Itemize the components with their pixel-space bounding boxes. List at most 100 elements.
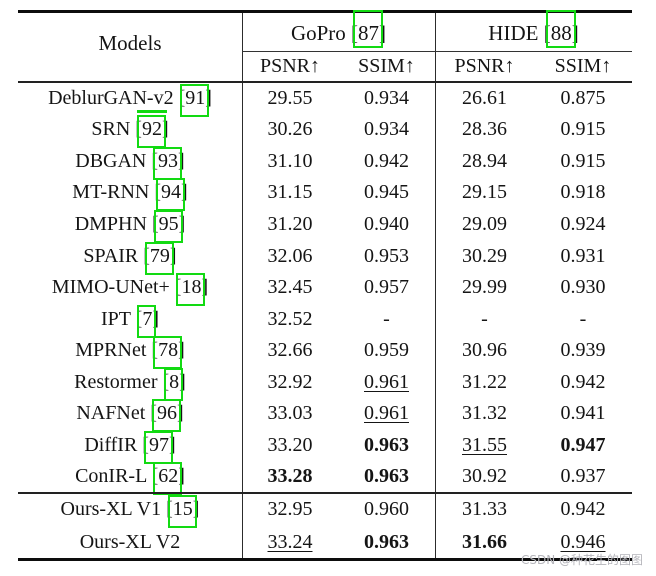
metric-value: 32.66 <box>267 339 313 362</box>
model-name: MPRNet [78] <box>18 336 242 370</box>
metric-value: 0.963 <box>364 465 409 488</box>
metric-value: 31.66 <box>462 530 507 553</box>
metric-value: 29.09 <box>462 212 507 235</box>
metric-value: 29.55 <box>267 86 313 109</box>
model-label: ConIR-L [ <box>75 465 159 488</box>
ours-rows-section: Ours-XL V1 [15] 32.95 0.960 31.33 0.942 Ours-… <box>18 494 632 559</box>
citation-ref[interactable]: 7 <box>137 304 157 338</box>
model-name: NAFNet [96] <box>18 399 242 433</box>
table-row: SPAIR [79] 32.06 0.953 30.29 0.931 <box>18 240 632 275</box>
metric-value: 0.937 <box>560 465 606 488</box>
comparison-rows-section: DeblurGAN-v2 [91] 29.55 0.934 26.61 0.875 SRN… <box>18 83 632 496</box>
citation-ref[interactable]: 93 <box>153 146 183 180</box>
metric-value: 0.961 <box>364 370 409 393</box>
hide-ssim-header: SSIM↑ <box>554 54 612 77</box>
metric-value: - <box>579 307 587 330</box>
metric-value: 0.941 <box>560 402 606 425</box>
bracket: ] <box>178 149 185 172</box>
metric-value: 33.24 <box>267 530 313 553</box>
citation-ref[interactable]: 97 <box>143 430 173 464</box>
metric-value: 32.52 <box>267 307 313 330</box>
results-table: Models GoPro [87] HIDE [88] PSNR↑ SSIM↑ … <box>18 10 632 564</box>
table-row: Ours-XL V1 [15] 32.95 0.960 31.33 0.942 <box>18 494 632 529</box>
metric-value: 31.55 <box>462 433 507 456</box>
model-name: Restormer [8] <box>18 367 242 401</box>
metric-value: 28.36 <box>462 118 507 141</box>
metric-value: 33.03 <box>267 402 313 425</box>
model-name: DMPHN [95] <box>18 209 242 243</box>
metric-value: 0.924 <box>560 212 606 235</box>
bracket: ] <box>179 370 186 393</box>
citation-ref[interactable]: 62 <box>153 462 183 496</box>
model-label: MIMO-UNet+ [ <box>51 276 182 299</box>
table-row: DMPHN [95] 31.20 0.940 29.09 0.924 <box>18 209 632 243</box>
header-body-rule <box>18 81 632 83</box>
table-row: DeblurGAN-v2 [91] 29.55 0.934 26.61 0.875 <box>18 83 632 117</box>
citation-ref[interactable]: 78 <box>153 336 183 370</box>
metric-value: 32.45 <box>267 276 313 299</box>
metric-value: 0.957 <box>364 276 409 299</box>
hide-group-header: HIDE [88] <box>435 10 632 48</box>
model-name: MT-RNN [94] <box>18 178 242 212</box>
metric-value: 0.939 <box>560 339 606 362</box>
bracket: ] <box>169 244 177 267</box>
metric-value: 0.961 <box>364 402 409 425</box>
bracket: ] <box>161 118 169 141</box>
watermark: CSDN @种花生的图图 <box>521 553 644 567</box>
metric-value: 26.61 <box>462 86 507 109</box>
metric-value: 0.915 <box>560 149 606 172</box>
group-header-underline <box>242 51 632 53</box>
model-name: Ours-XL V1 [15] <box>18 495 242 529</box>
model-label: SPAIR [ <box>83 244 150 267</box>
citation-ref[interactable]: 18 <box>176 273 206 307</box>
model-label: Ours-XL V1 [ <box>60 498 173 521</box>
metric-value: 0.947 <box>560 433 606 456</box>
table-row: MIMO-UNet+ [18] 32.45 0.957 29.99 0.930 <box>18 272 632 307</box>
table-row: SRN [92] 30.26 0.934 28.36 0.915 <box>18 114 632 149</box>
metric-value: 0.934 <box>364 118 409 141</box>
citation-ref[interactable]: 87 <box>353 10 384 48</box>
metric-value: 32.06 <box>267 244 313 267</box>
gopro-psnr-header: PSNR↑ <box>259 54 321 77</box>
metric-value: 28.94 <box>462 149 507 172</box>
model-label: MT-RNN [ <box>72 181 162 204</box>
citation-ref[interactable]: 88 <box>545 10 576 48</box>
metric-value: 0.942 <box>364 149 409 172</box>
citation-ref[interactable]: 79 <box>144 241 174 275</box>
citation-ref[interactable]: 91 <box>180 83 210 117</box>
table-row: MPRNet [78] 32.66 0.959 30.96 0.939 <box>18 335 632 370</box>
column-divider-datasets <box>434 13 436 558</box>
metric-value: 29.15 <box>462 181 507 204</box>
bracket: ] <box>571 21 579 45</box>
table-top-rule <box>18 10 632 13</box>
column-divider-models <box>241 13 243 558</box>
table-row: Ours-XL V2 33.24 0.963 31.66 0.946 <box>18 526 632 559</box>
table-row: Restormer [8] 32.92 0.961 31.22 0.942 <box>18 366 632 401</box>
metric-value: 30.26 <box>267 118 313 141</box>
metric-value: 0.875 <box>560 86 606 109</box>
citation-ref[interactable]: 92 <box>136 115 166 149</box>
metric-value: 31.33 <box>462 498 507 521</box>
table-row: ConIR-L [62] 33.28 0.963 30.92 0.937 <box>18 461 632 496</box>
model-name: SPAIR [79] <box>18 241 242 275</box>
citation-ref[interactable]: 15 <box>167 495 197 529</box>
citation-ref[interactable]: 8 <box>164 367 184 401</box>
model-name: MIMO-UNet+ [18] <box>18 273 242 307</box>
dataset-label: HIDE [ <box>488 21 551 45</box>
citation-ref[interactable]: 96 <box>151 399 181 433</box>
metric-value: 0.942 <box>560 370 606 393</box>
model-name: DeblurGAN-v2 [91] <box>18 83 242 117</box>
metric-value: 0.940 <box>364 212 409 235</box>
model-name: ConIR-L [62] <box>18 462 242 496</box>
citation-ref[interactable]: 95 <box>153 209 183 243</box>
metric-value: - <box>481 307 488 330</box>
metric-value: 0.963 <box>364 530 409 553</box>
citation-ref[interactable]: 94 <box>156 178 186 212</box>
table-row: IPT [7] 32.52 - - - <box>18 303 632 338</box>
metric-value: 29.99 <box>462 276 507 299</box>
model-label: DMPHN [ <box>74 212 159 235</box>
metric-value: 0.963 <box>364 433 409 456</box>
metric-value: 0.959 <box>364 339 409 362</box>
model-label: IPT [ <box>101 307 143 330</box>
